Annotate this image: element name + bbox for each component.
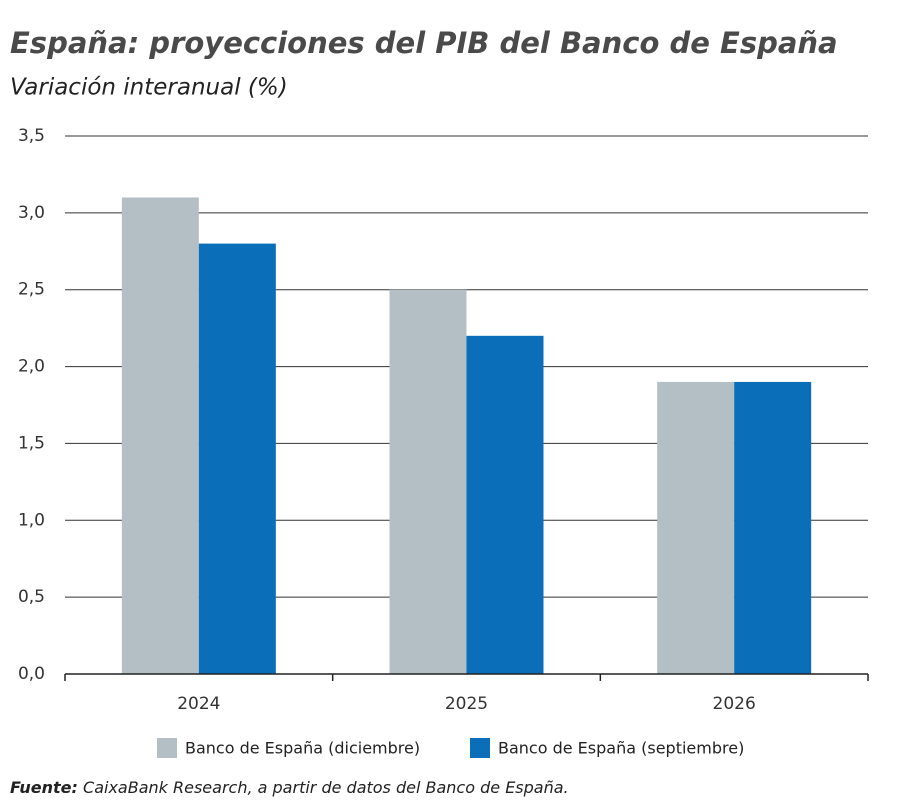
x-tick-label: 2024 (177, 694, 220, 714)
chart-subtitle: Variación interanual (%) (10, 75, 288, 101)
legend-label: Banco de España (diciembre) (185, 739, 420, 758)
y-tick-label: 3,5 (18, 126, 45, 146)
source: Fuente: CaixaBank Research, a partir de … (10, 778, 569, 797)
bar (657, 381, 735, 674)
bar (389, 289, 467, 674)
y-tick-label: 2,0 (18, 357, 45, 377)
y-tick-label: 2,5 (18, 280, 45, 300)
y-tick-label: 1,0 (18, 510, 45, 530)
bar (734, 381, 812, 674)
y-tick-label: 0,0 (18, 664, 45, 684)
chart-title: España: proyecciones del PIB del Banco d… (10, 26, 838, 60)
source-text: CaixaBank Research, a partir de datos de… (83, 778, 569, 797)
y-tick-label: 0,5 (18, 587, 45, 607)
x-tick-label: 2026 (713, 694, 756, 714)
legend-swatch (470, 738, 490, 758)
y-tick-label: 1,5 (18, 433, 45, 453)
legend-label: Banco de España (septiembre) (498, 739, 744, 758)
x-tick-label: 2025 (445, 694, 488, 714)
legend-swatch (157, 738, 177, 758)
source-label: Fuente: (10, 778, 78, 797)
y-tick-label: 3,0 (18, 203, 45, 223)
bar (121, 197, 199, 674)
bar (466, 335, 544, 674)
bar (198, 243, 276, 674)
